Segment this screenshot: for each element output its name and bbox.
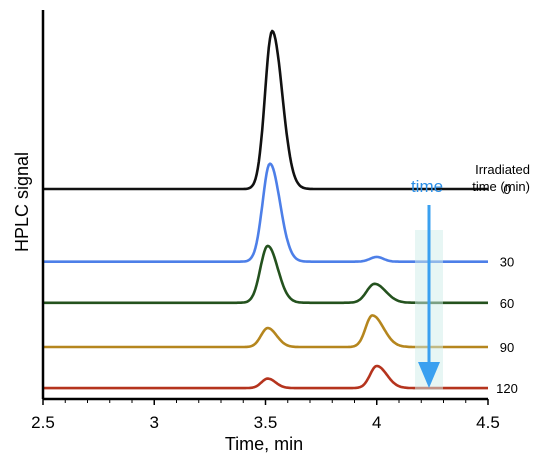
series-line-120 [42, 364, 489, 390]
series-line-90 [42, 314, 489, 349]
x-axis-title: Time, min [225, 434, 303, 454]
x-tick-label: 4.5 [476, 413, 500, 432]
series-label-90: 90 [500, 340, 514, 355]
series-labels: 0 30 60 90 120 [496, 182, 518, 396]
x-ticks: 2.5 3 3.5 4 4.5 [31, 399, 500, 432]
series-label-30: 30 [500, 255, 514, 270]
arrow-label: time [411, 177, 443, 196]
legend-title-line2: time (min) [472, 179, 530, 194]
series-label-120: 120 [496, 381, 518, 396]
series-label-0: 0 [503, 182, 510, 197]
arrow-head [418, 362, 440, 388]
series-line-0 [42, 29, 489, 191]
x-tick-label: 3.5 [254, 413, 278, 432]
y-axis-title: HPLC signal [12, 152, 32, 252]
series-line-60 [42, 244, 489, 305]
x-tick-label: 3 [150, 413, 159, 432]
x-tick-label: 4 [372, 413, 381, 432]
x-tick-label: 2.5 [31, 413, 55, 432]
series-label-60: 60 [500, 296, 514, 311]
legend-title-line1: Irradiated [475, 162, 530, 177]
series-line-30 [42, 162, 489, 263]
series-group [42, 29, 489, 390]
time-arrow: time [411, 177, 443, 390]
